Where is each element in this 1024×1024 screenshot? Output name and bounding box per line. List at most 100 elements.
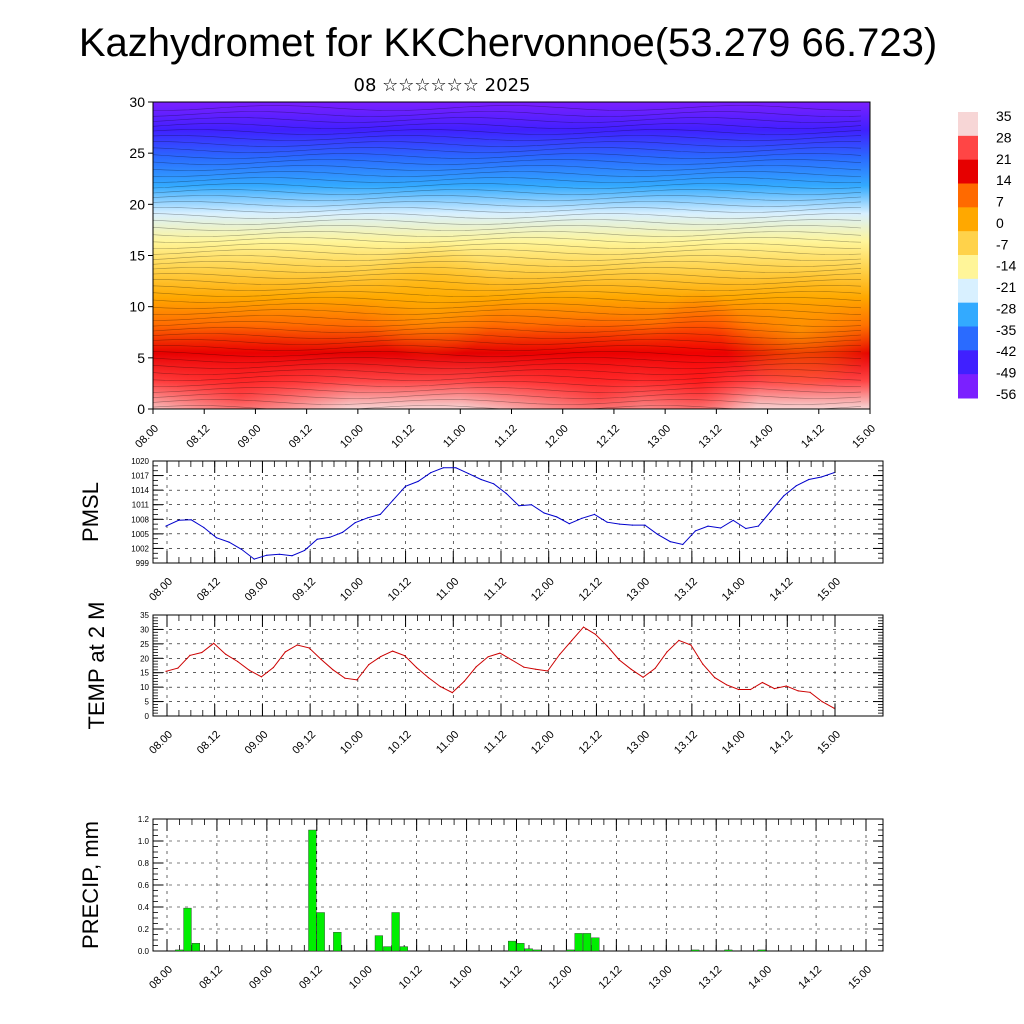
xtick-label: 12.00 bbox=[529, 576, 557, 604]
precip-bar bbox=[308, 829, 317, 952]
data-point bbox=[783, 495, 785, 497]
heatmap-xtick-label: 13.12 bbox=[697, 423, 725, 451]
pmsl-panel: 999 1002 1005 1008 1011 1014 1017 1020 08.00 08.1… bbox=[78, 457, 884, 604]
heatmap-xtick-label: 09.00 bbox=[236, 423, 264, 451]
xtick-label: 12.00 bbox=[547, 964, 575, 992]
series-line bbox=[165, 626, 835, 709]
precip-bar bbox=[316, 912, 325, 952]
data-point bbox=[356, 679, 358, 681]
wind-barb-row bbox=[153, 339, 862, 345]
precip-bar bbox=[516, 943, 525, 952]
chart-title: Kazhydromet for KKChervonnoe(53.279 66.7… bbox=[79, 21, 937, 65]
data-point bbox=[505, 492, 507, 495]
ytick-label: 0.8 bbox=[138, 859, 150, 868]
wind-barb-row bbox=[153, 285, 862, 291]
panel-frame bbox=[152, 818, 884, 952]
panel-ylabel: PMSL bbox=[78, 482, 103, 542]
data-point bbox=[571, 640, 573, 642]
xtick-label: 11.12 bbox=[482, 729, 509, 756]
data-point bbox=[606, 645, 609, 647]
data-point bbox=[773, 688, 776, 690]
data-point bbox=[190, 519, 192, 521]
data-point bbox=[642, 676, 644, 678]
data-point bbox=[654, 667, 656, 670]
xtick-label: 13.12 bbox=[672, 729, 700, 757]
wind-barb-row bbox=[153, 369, 862, 375]
colorbar-label: -7 bbox=[996, 236, 1009, 252]
data-point bbox=[463, 680, 465, 683]
data-point bbox=[215, 537, 217, 539]
heatmap-xtick-label: 08.00 bbox=[133, 423, 161, 451]
heatmap-xtick-label: 14.00 bbox=[748, 423, 776, 451]
data-point bbox=[241, 548, 243, 551]
ytick-label: 10 bbox=[140, 683, 149, 692]
data-point bbox=[475, 666, 477, 668]
data-point bbox=[630, 668, 632, 670]
heatmap-ytick-label: 0 bbox=[137, 401, 145, 417]
precip-bar bbox=[374, 935, 384, 952]
colorbar-label: -14 bbox=[996, 258, 1016, 274]
ytick-label: 1.0 bbox=[138, 837, 150, 846]
wind-barb-row bbox=[153, 351, 862, 357]
data-point bbox=[404, 655, 406, 657]
wind-barb-row bbox=[153, 363, 862, 369]
heatmap-ytick-label: 10 bbox=[129, 299, 145, 315]
data-point bbox=[618, 659, 620, 661]
xtick-label: 11.12 bbox=[497, 964, 524, 991]
xtick-label: 14.12 bbox=[796, 964, 824, 992]
data-point bbox=[320, 658, 322, 661]
xtick-label: 11.00 bbox=[434, 729, 461, 756]
wind-barb-row bbox=[153, 243, 862, 249]
data-point bbox=[833, 707, 835, 709]
data-point bbox=[732, 519, 734, 521]
data-point bbox=[248, 669, 251, 672]
data-point bbox=[415, 666, 418, 669]
ytick-label: 35 bbox=[140, 611, 149, 620]
data-point bbox=[678, 639, 680, 642]
ytick-label: 0.0 bbox=[138, 947, 150, 956]
data-point bbox=[189, 654, 191, 657]
wind-barb-row bbox=[153, 171, 862, 177]
heatmap-ytick-label: 20 bbox=[129, 196, 145, 212]
xtick-label: 14.12 bbox=[767, 576, 795, 604]
data-point bbox=[392, 650, 394, 652]
data-point bbox=[439, 686, 441, 688]
xtick-label: 08.12 bbox=[197, 964, 225, 992]
data-point bbox=[499, 652, 501, 654]
data-point bbox=[177, 667, 179, 669]
wind-barb-row bbox=[153, 273, 862, 279]
data-point bbox=[380, 656, 382, 658]
heatmap-xtick-label: 15.00 bbox=[850, 423, 878, 451]
data-point bbox=[442, 467, 444, 469]
wind-barb-row bbox=[153, 357, 862, 363]
ytick-label: 1017 bbox=[131, 472, 149, 481]
data-point bbox=[535, 668, 537, 670]
precip-bar bbox=[508, 940, 517, 952]
data-point bbox=[720, 527, 722, 529]
xtick-label: 08.00 bbox=[147, 729, 175, 757]
xtick-label: 09.00 bbox=[247, 964, 275, 992]
warm-core-4 bbox=[720, 270, 870, 390]
precip-bar bbox=[183, 907, 192, 952]
ytick-label: 0.2 bbox=[138, 925, 150, 934]
data-point bbox=[809, 691, 811, 693]
wind-barb-row bbox=[153, 321, 862, 327]
data-point bbox=[656, 533, 659, 535]
data-point bbox=[593, 513, 596, 516]
xtick-label: 10.12 bbox=[386, 729, 414, 757]
precip-bar bbox=[175, 949, 184, 952]
ytick-label: 1005 bbox=[131, 530, 149, 539]
data-point bbox=[669, 541, 671, 543]
data-point bbox=[284, 651, 286, 653]
wind-barb-row bbox=[153, 255, 862, 261]
ytick-label: 5 bbox=[145, 698, 150, 707]
data-point bbox=[304, 549, 306, 552]
panel-frame bbox=[152, 460, 884, 564]
colorbar-swatch bbox=[958, 350, 978, 375]
data-point bbox=[726, 684, 728, 686]
data-point bbox=[547, 670, 549, 672]
precip-bar bbox=[399, 946, 409, 952]
precip-bar bbox=[383, 946, 392, 952]
data-point bbox=[266, 554, 268, 556]
wind-barb-row bbox=[153, 375, 862, 381]
